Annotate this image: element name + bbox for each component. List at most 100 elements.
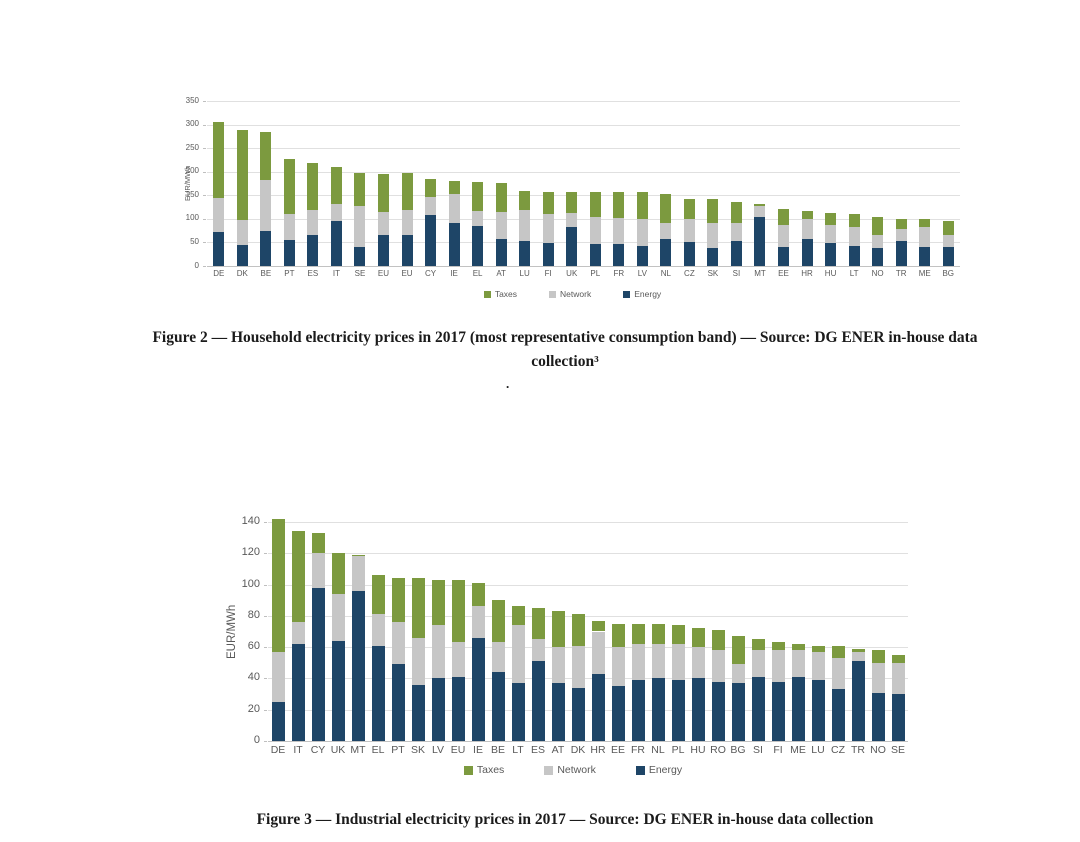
y-tick-label: 250 xyxy=(185,142,199,152)
bar-segment-taxes xyxy=(471,583,485,607)
bar-segment-energy xyxy=(611,686,625,741)
legend-item-taxes: Taxes xyxy=(463,764,504,776)
x-tick-label: LT xyxy=(512,744,524,756)
legend-swatch-network-icon xyxy=(549,290,557,298)
bar-segment-network xyxy=(707,223,719,249)
gridline xyxy=(268,741,908,742)
y-axis-tick xyxy=(203,218,206,220)
bar-segment-energy xyxy=(236,244,248,266)
bar-segment-taxes xyxy=(791,644,805,651)
x-tick-label: NL xyxy=(651,744,665,756)
x-tick-label: UK xyxy=(330,744,346,756)
y-axis-title: EUR/MWh xyxy=(183,165,192,202)
bar-segment-energy xyxy=(591,673,605,741)
x-tick-label: PT xyxy=(284,269,295,278)
bar-segment-taxes xyxy=(425,178,437,198)
x-tick-label: LV xyxy=(431,744,445,756)
bar-segment-network xyxy=(895,228,907,241)
bar-segment-taxes xyxy=(825,212,837,225)
y-tick-label: 120 xyxy=(241,546,260,559)
x-tick-label: CZ xyxy=(831,744,845,756)
bar-segment-network xyxy=(731,664,745,684)
bar-segment-energy xyxy=(825,243,837,266)
bar-segment-network xyxy=(730,222,742,242)
bar-segment-taxes xyxy=(511,606,525,626)
x-tick-label: DK xyxy=(570,744,586,756)
household-chart-legend: Taxes Network Energy xyxy=(185,289,960,299)
bar-segment-energy xyxy=(331,640,345,741)
bar-segment-energy xyxy=(831,689,845,741)
bar-segment-network xyxy=(471,606,485,638)
bar-segment-energy xyxy=(351,590,365,741)
industrial-electricity-chart: 0 20 40 60 80 100 120 140 EUR/MWh DE IT CY UK MT EL PT S… xyxy=(226,512,920,760)
bar-segment-network xyxy=(307,210,319,235)
bar-segment-taxes xyxy=(260,131,272,181)
bar-segment-network xyxy=(591,631,605,674)
bar-segment-network xyxy=(801,218,813,240)
bar-segment-network xyxy=(683,218,695,243)
legend-item-energy: Energy xyxy=(635,764,682,776)
bar-segment-energy xyxy=(411,684,425,741)
bar-segment-taxes xyxy=(636,191,648,219)
x-tick-label: CY xyxy=(310,744,326,756)
bar-segment-network xyxy=(519,209,531,241)
bar-segment-taxes xyxy=(542,191,554,215)
bar-segment-network xyxy=(631,644,645,680)
x-tick-label: DE xyxy=(213,269,225,278)
bar-segment-network xyxy=(811,651,825,680)
gridline xyxy=(207,242,960,244)
x-tick-label: TR xyxy=(895,269,907,278)
bar-segment-network xyxy=(711,650,725,682)
gridline xyxy=(268,709,908,711)
bar-segment-network xyxy=(351,556,365,591)
bar-segment-energy xyxy=(291,644,305,741)
gridline xyxy=(207,195,960,197)
x-tick-label: ES xyxy=(530,744,545,756)
x-tick-label: FR xyxy=(613,269,625,278)
bar-segment-taxes xyxy=(631,623,645,644)
bar-segment-network xyxy=(754,206,766,218)
x-tick-label: SK xyxy=(410,744,425,756)
bar-segment-energy xyxy=(495,239,507,266)
y-tick-label: 50 xyxy=(190,237,199,247)
bar-segment-network xyxy=(531,639,545,662)
bar-segment-network xyxy=(871,662,885,693)
bar-segment-energy xyxy=(771,681,785,741)
bar-segment-network xyxy=(651,644,665,679)
bar-segment-energy xyxy=(851,661,865,741)
bar-segment-network xyxy=(589,216,601,245)
x-tick-label: BG xyxy=(730,744,746,756)
x-tick-label: EE xyxy=(778,269,789,278)
bar-segment-taxes xyxy=(651,623,665,644)
gridline xyxy=(268,522,908,523)
gridline xyxy=(207,218,960,220)
bar-segment-taxes xyxy=(591,620,605,632)
bar-segment-network xyxy=(391,622,405,665)
x-tick-label: MT xyxy=(350,744,366,756)
x-tick-label: ES xyxy=(307,269,319,278)
bar-segment-energy xyxy=(778,247,790,266)
bar-segment-taxes xyxy=(771,642,785,651)
bar-segment-energy xyxy=(401,234,413,266)
legend-label-network: Network xyxy=(560,289,592,299)
bar-segment-network xyxy=(691,647,705,679)
x-tick-label: AT xyxy=(551,744,565,756)
x-tick-label: BE xyxy=(260,269,272,278)
bar-segment-energy xyxy=(589,244,601,266)
bar-segment-energy xyxy=(895,241,907,266)
y-axis-tick xyxy=(264,553,267,555)
y-tick-label: 300 xyxy=(185,119,199,129)
bar-segment-taxes xyxy=(671,625,685,644)
bar-segment-network xyxy=(778,224,790,248)
legend-label-taxes: Taxes xyxy=(494,289,518,299)
y-axis-tick xyxy=(264,647,267,649)
x-tick-label: EU xyxy=(377,269,390,278)
x-tick-label: EU xyxy=(401,269,413,278)
y-tick-label: 100 xyxy=(241,577,260,590)
legend-label-energy: Energy xyxy=(634,289,662,299)
bar-segment-energy xyxy=(707,248,719,266)
y-tick-label: 100 xyxy=(185,213,199,223)
x-tick-label: BG xyxy=(942,269,955,278)
bar-segment-network xyxy=(872,234,884,249)
bar-segment-network xyxy=(354,206,366,248)
